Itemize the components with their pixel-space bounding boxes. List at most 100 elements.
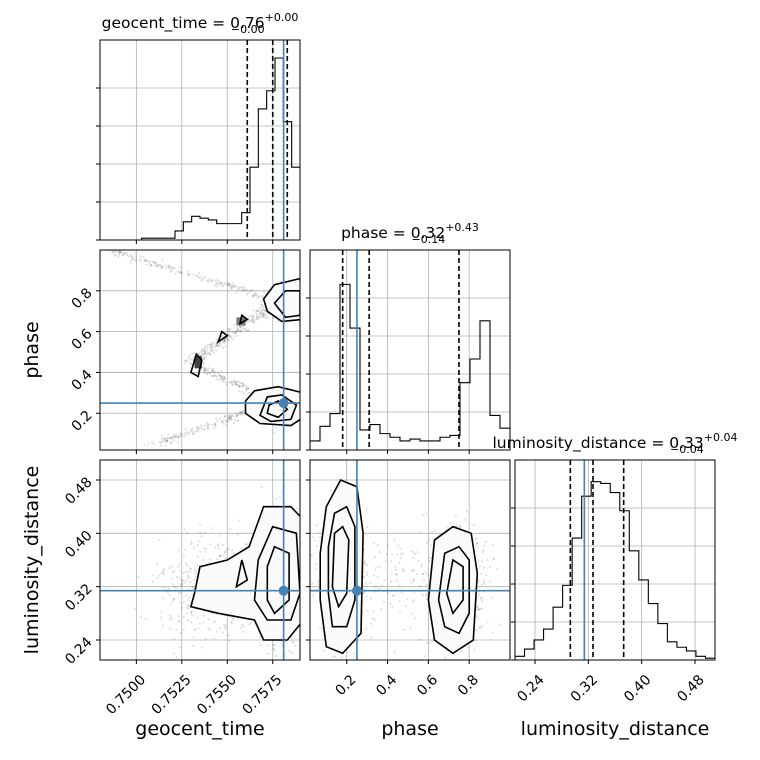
sample-point [201,278,204,281]
sample-point [192,636,195,639]
sample-point [233,380,236,383]
sample-point [253,292,256,295]
sample-point [171,266,174,269]
sample-point [477,608,480,611]
sample-point [189,568,192,571]
sample-point [396,579,399,582]
sample-point [371,617,374,620]
sample-point [182,579,185,582]
sample-point [480,597,483,601]
sample-point [179,266,182,269]
sample-point [242,630,245,633]
sample-point [208,423,211,426]
contour-line [235,559,249,589]
sample-point [465,510,468,513]
sample-point [218,534,221,538]
sample-point [195,429,198,432]
sample-point [254,293,257,296]
sample-point [223,375,226,378]
sample-point [162,573,166,576]
sample-point [142,255,145,259]
sample-point [214,423,217,426]
sample-point [376,575,379,579]
x-axis-label-luminosity_distance: luminosity_distance [521,718,710,740]
sample-point [213,284,216,287]
sample-point [206,279,209,282]
sample-point [198,540,201,543]
sample-point [274,426,277,429]
sample-point [206,369,209,372]
sample-point [227,283,231,286]
sample-point [427,574,430,577]
sample-point [165,438,168,442]
sample-point [202,276,205,279]
sample-point [374,556,377,559]
sample-point [315,567,318,570]
sample-point [202,559,205,562]
sample-point [184,431,187,434]
hist-panel-luminosity_distance [511,459,716,664]
sample-point [145,263,148,266]
sample-point [120,250,123,253]
sample-point [428,538,431,541]
sample-point [260,312,263,315]
title-median: 0.32 [411,224,446,242]
sample-point [223,281,226,284]
sample-point [203,531,206,535]
sample-point [458,525,461,528]
sample-point [241,385,244,388]
sample-point [193,578,196,581]
sample-point [418,638,421,641]
sample-point [233,323,236,326]
x-tick-label: 0.32 [568,672,601,705]
sample-point [247,387,250,390]
sample-point [252,309,255,312]
sample-point [393,651,396,654]
sample-point [393,595,396,598]
sample-point [180,433,183,436]
sample-point [212,342,215,345]
sample-point [478,593,481,596]
sample-point [203,547,206,550]
sample-point [302,568,304,570]
panel-border [99,459,301,661]
sample-point [220,420,223,423]
sample-point [310,554,313,557]
sample-point [227,417,230,420]
sample-point [241,623,244,626]
sample-point [139,255,142,258]
sample-point [159,445,162,448]
y-tick-label: 0.24 [62,634,95,667]
sample-point [363,560,366,563]
sample-point [161,266,164,269]
sample-point [215,278,219,282]
sample-point [398,584,401,587]
sample-point [215,281,218,284]
sample-point [185,564,188,567]
sample-point [156,563,159,566]
sample-point [244,327,247,330]
sample-point [413,591,416,594]
sample-point [180,584,184,587]
sample-point [167,587,170,590]
sample-point [460,649,463,652]
sample-point [423,655,427,658]
title-equals: = [388,224,411,242]
sample-point [491,544,494,547]
sample-point [480,624,483,628]
sample-point [319,626,322,629]
sample-point [372,574,375,577]
sample-point [190,428,193,432]
sample-point [187,273,190,276]
sample-point [178,271,181,274]
sample-point [214,346,217,349]
sample-point [197,430,200,433]
sample-point [236,380,239,383]
sample-point [192,614,195,617]
sample-point [478,564,481,568]
sample-point [365,595,368,598]
sample-point [227,327,230,330]
sample-point [161,437,164,440]
sample-point [181,434,184,438]
sample-point [267,644,270,647]
